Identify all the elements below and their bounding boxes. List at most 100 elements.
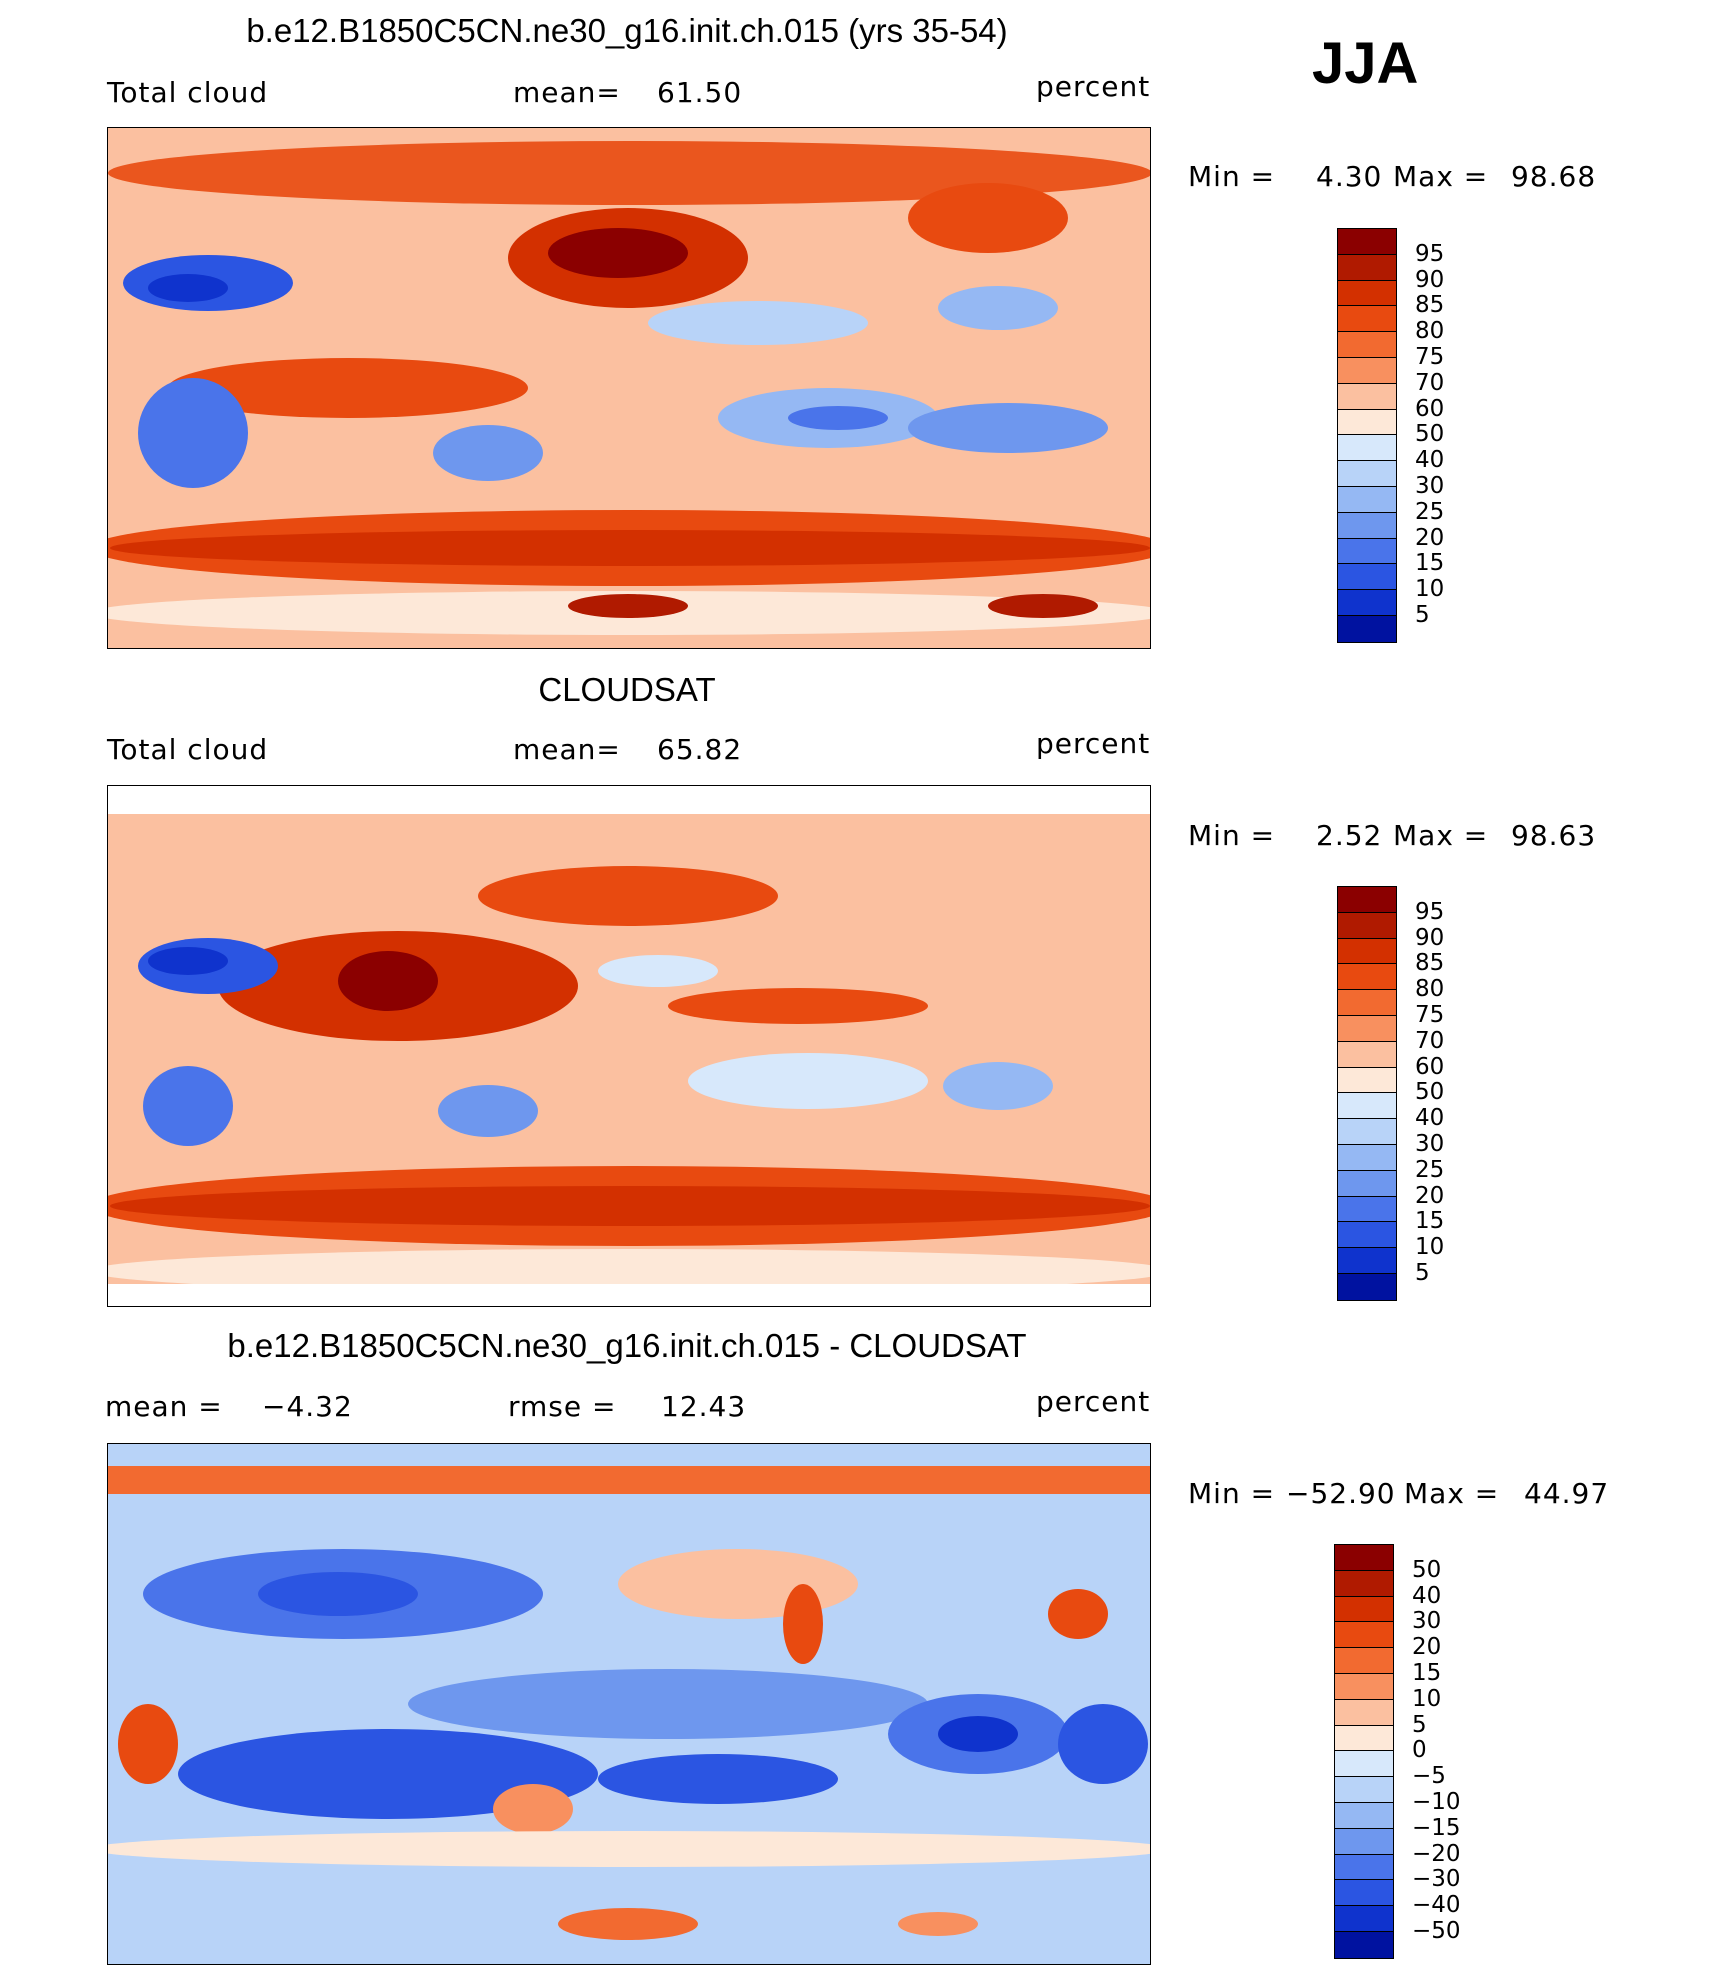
colorbar-swatch <box>1338 306 1396 333</box>
panel2-mean-label: mean= <box>513 733 621 766</box>
colorbar-swatch <box>1338 357 1396 384</box>
colorbar-swatch <box>1338 538 1396 565</box>
panel3-max-label: Max = <box>1404 1477 1500 1510</box>
panel3-min-label: Min = <box>1188 1477 1276 1510</box>
colorbar-tick-label: 5 <box>1412 1711 1427 1738</box>
panel3-rmse-value: 12.43 <box>661 1390 747 1423</box>
colorbar-tick-label: −15 <box>1412 1814 1461 1841</box>
colorbar-tick-label: 80 <box>1415 318 1445 345</box>
panel1-title: b.e12.B1850C5CN.ne30_g16.init.ch.015 (yr… <box>246 12 1008 49</box>
colorbar-tick-label: 50 <box>1415 1079 1445 1106</box>
colorbar-tick-label: 90 <box>1415 266 1445 293</box>
colorbar-tick-label: 75 <box>1415 1002 1445 1028</box>
colorbar-tick-label: −5 <box>1412 1763 1446 1790</box>
colorbar-tick-label: 60 <box>1415 1053 1445 1080</box>
panel2-max-label: Max = <box>1393 819 1489 852</box>
colorbar-tick-label: 40 <box>1415 447 1445 474</box>
colorbar-swatch <box>1338 1144 1396 1171</box>
colorbar-swatch <box>1338 1041 1396 1068</box>
panel2-max-value: 98.63 <box>1511 819 1597 852</box>
colorbar-tick-label: 25 <box>1415 1156 1445 1183</box>
colorbar-swatch <box>1338 280 1396 307</box>
panel2-title: CLOUDSAT <box>538 671 716 708</box>
colorbar-swatch <box>1335 1751 1393 1778</box>
model-total-cloud-map <box>107 127 1151 649</box>
colorbar-tick-label: 60 <box>1415 395 1445 422</box>
colorbar-swatch <box>1335 1854 1393 1881</box>
colorbar-tick-label: 70 <box>1415 369 1445 396</box>
colorbar-box <box>1337 886 1397 1301</box>
colorbar-tick-label: 15 <box>1415 1208 1445 1235</box>
colorbar-tick-label: −10 <box>1412 1789 1461 1815</box>
colorbar-swatch <box>1338 461 1396 487</box>
colorbar-swatch <box>1335 1596 1393 1623</box>
panel3-title: b.e12.B1850C5CN.ne30_g16.init.ch.015 - C… <box>227 1327 1027 1364</box>
colorbar-box <box>1337 228 1397 643</box>
colorbar-tick-label: 0 <box>1412 1737 1427 1764</box>
colorbar-tick-label: 75 <box>1415 344 1445 370</box>
colorbar-swatch <box>1338 1067 1396 1094</box>
colorbar-tick-label: 95 <box>1415 240 1445 267</box>
panel3-mean-value: −4.32 <box>262 1390 353 1423</box>
colorbar-swatch <box>1338 1170 1396 1197</box>
colorbar-swatch <box>1338 615 1396 642</box>
colorbar-tick-label: −30 <box>1412 1866 1461 1893</box>
colorbar-tick-label: 70 <box>1415 1027 1445 1054</box>
colorbar-swatch <box>1338 512 1396 539</box>
panel2-map-svg <box>108 786 1150 1306</box>
colorbar-tick-label: 50 <box>1415 421 1445 448</box>
colorbar-box <box>1334 1544 1394 1959</box>
colorbar-swatch <box>1335 1906 1393 1932</box>
panel2-min-label: Min = <box>1188 819 1276 852</box>
colorbar-tick-label: 85 <box>1415 292 1445 319</box>
colorbar-swatch <box>1335 1828 1393 1855</box>
colorbar-swatch <box>1335 1648 1393 1674</box>
colorbar-tick-label: 10 <box>1415 1234 1445 1261</box>
colorbar-swatch <box>1335 1777 1393 1803</box>
colorbar-swatch <box>1335 1545 1393 1571</box>
colorbar-tick-label: 40 <box>1415 1105 1445 1132</box>
colorbar-swatch <box>1335 1880 1393 1907</box>
colorbar-tick-label: 20 <box>1415 1182 1445 1209</box>
colorbar-tick-label: 80 <box>1415 976 1445 1003</box>
panel1-max-value: 98.68 <box>1511 160 1597 193</box>
panel1-mean-label: mean= <box>513 76 621 109</box>
panel3-map-svg <box>108 1444 1150 1964</box>
colorbar-tick-label: 25 <box>1415 498 1445 525</box>
colorbar-tick-label: −50 <box>1412 1918 1461 1944</box>
colorbar-swatch <box>1338 590 1396 616</box>
panel2-min-value: 2.52 <box>1316 819 1383 852</box>
season-label: JJA <box>1312 31 1419 96</box>
panel2-variable-label: Total cloud <box>107 733 269 766</box>
panel3-min-value: −52.90 <box>1286 1477 1396 1510</box>
colorbar-swatch <box>1335 1699 1393 1726</box>
colorbar-tick-label: −40 <box>1412 1892 1461 1919</box>
panel1-units: percent <box>1036 70 1151 103</box>
colorbar-swatch <box>1338 409 1396 436</box>
panel3-mean-label: mean = <box>105 1390 223 1423</box>
panel1-max-label: Max = <box>1393 160 1489 193</box>
colorbar-swatch <box>1338 1222 1396 1249</box>
colorbar-swatch <box>1338 435 1396 462</box>
panel3-max-value: 44.97 <box>1524 1477 1610 1510</box>
colorbar-swatch <box>1335 1622 1393 1649</box>
colorbar-tick-label: 95 <box>1415 898 1445 925</box>
colorbar-swatch <box>1338 938 1396 965</box>
panel3-units: percent <box>1036 1385 1151 1418</box>
colorbar-tick-label: 20 <box>1412 1634 1442 1661</box>
panel3-rmse-label: rmse = <box>508 1390 617 1423</box>
colorbar-tick-label: 85 <box>1415 950 1445 977</box>
colorbar-swatch <box>1338 990 1396 1016</box>
colorbar-tick-label: 10 <box>1412 1685 1442 1712</box>
colorbar-tick-label: 20 <box>1415 524 1445 551</box>
panel1-mean-value: 61.50 <box>657 76 743 109</box>
colorbar-tick-label: 30 <box>1412 1608 1442 1635</box>
colorbar-swatch <box>1335 1570 1393 1597</box>
difference-map <box>107 1443 1151 1965</box>
colorbar-swatch <box>1335 1802 1393 1829</box>
colorbar-tick-label: 40 <box>1412 1582 1442 1609</box>
colorbar-tick-label: 5 <box>1415 1260 1430 1286</box>
panel2-mean-value: 65.82 <box>657 733 743 766</box>
colorbar-swatch <box>1335 1725 1393 1752</box>
colorbar-swatch <box>1335 1931 1393 1958</box>
